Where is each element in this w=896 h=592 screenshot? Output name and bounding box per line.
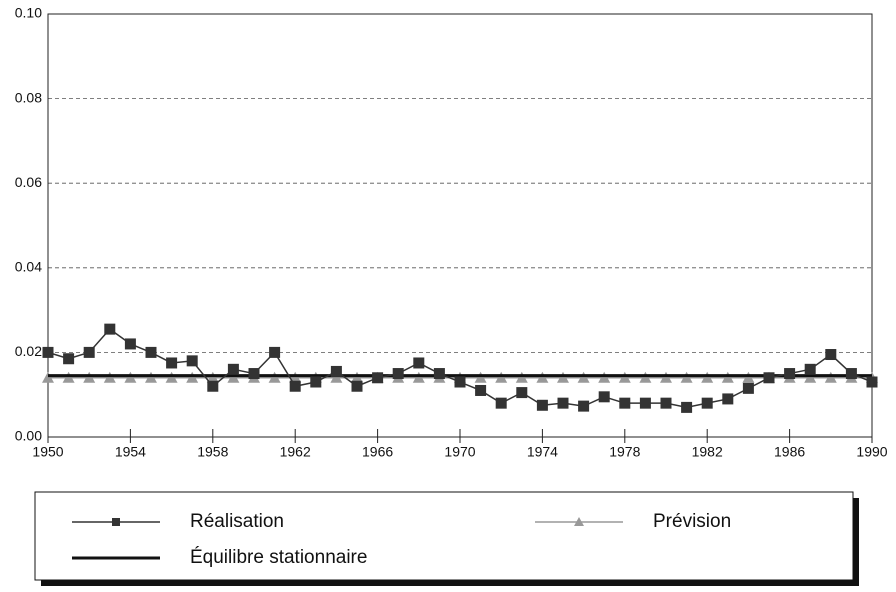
point bbox=[804, 363, 816, 375]
point bbox=[186, 355, 198, 367]
legend-box bbox=[34, 491, 854, 581]
point bbox=[372, 372, 384, 384]
point bbox=[351, 371, 363, 383]
x-tick-label: 1958 bbox=[197, 444, 228, 460]
point bbox=[392, 368, 404, 380]
point bbox=[804, 371, 817, 383]
point bbox=[742, 371, 755, 383]
point bbox=[557, 371, 569, 383]
legend-marker bbox=[112, 518, 120, 526]
point bbox=[742, 382, 754, 394]
point bbox=[104, 323, 116, 335]
point bbox=[660, 397, 672, 409]
point bbox=[536, 371, 549, 383]
point bbox=[165, 371, 178, 383]
point bbox=[186, 371, 199, 383]
point bbox=[660, 371, 672, 383]
point bbox=[330, 371, 343, 383]
point bbox=[680, 371, 693, 383]
point bbox=[515, 371, 528, 383]
point bbox=[330, 365, 342, 377]
point bbox=[269, 346, 281, 358]
point bbox=[701, 371, 714, 383]
point bbox=[412, 371, 425, 383]
legend-label: Réalisation bbox=[190, 511, 284, 532]
point bbox=[721, 371, 734, 383]
point bbox=[495, 371, 508, 383]
point bbox=[495, 397, 507, 409]
point bbox=[824, 371, 837, 383]
legend-marker bbox=[574, 517, 584, 526]
y-tick-label: 0.02 bbox=[15, 343, 42, 359]
point bbox=[639, 397, 651, 409]
point bbox=[722, 393, 734, 405]
point bbox=[83, 371, 96, 383]
y-tick-label: 0.04 bbox=[15, 259, 42, 275]
y-tick-label: 0.08 bbox=[15, 89, 42, 105]
legend-label: Équilibre stationnaire bbox=[190, 547, 367, 568]
point bbox=[681, 401, 693, 413]
point bbox=[845, 368, 857, 380]
point bbox=[475, 384, 487, 396]
point bbox=[413, 357, 425, 369]
point bbox=[145, 346, 157, 358]
y-tick-label: 0.10 bbox=[15, 5, 42, 21]
x-tick-label: 1982 bbox=[692, 444, 723, 460]
point bbox=[289, 380, 301, 392]
point bbox=[248, 368, 260, 380]
point bbox=[577, 371, 590, 383]
point bbox=[124, 371, 137, 383]
point bbox=[145, 371, 157, 383]
point bbox=[474, 371, 487, 383]
point bbox=[227, 363, 239, 375]
point bbox=[825, 349, 837, 361]
point bbox=[83, 346, 95, 358]
point bbox=[42, 371, 54, 383]
point bbox=[433, 368, 445, 380]
point bbox=[207, 380, 219, 392]
x-tick-label: 1986 bbox=[774, 444, 805, 460]
y-tick-label: 0.06 bbox=[15, 174, 42, 190]
point bbox=[124, 338, 136, 350]
point bbox=[784, 368, 796, 380]
point bbox=[866, 376, 878, 388]
point bbox=[454, 376, 466, 388]
x-tick-label: 1950 bbox=[32, 444, 63, 460]
point bbox=[639, 371, 652, 383]
point bbox=[103, 371, 116, 383]
point bbox=[763, 372, 775, 384]
point bbox=[619, 397, 631, 409]
point bbox=[598, 371, 611, 383]
x-tick-label: 1966 bbox=[362, 444, 393, 460]
point bbox=[618, 371, 631, 383]
point bbox=[351, 380, 363, 392]
point bbox=[227, 371, 240, 383]
point bbox=[63, 353, 75, 365]
x-tick-label: 1978 bbox=[609, 444, 640, 460]
point bbox=[516, 387, 528, 399]
x-tick-label: 1962 bbox=[280, 444, 311, 460]
x-tick-label: 1974 bbox=[527, 444, 558, 460]
point bbox=[598, 391, 610, 403]
x-tick-label: 1954 bbox=[115, 444, 146, 460]
point bbox=[206, 371, 219, 383]
point bbox=[578, 400, 590, 412]
point bbox=[268, 371, 281, 383]
point bbox=[701, 397, 713, 409]
point bbox=[557, 397, 569, 409]
point bbox=[166, 357, 178, 369]
y-tick-label: 0.00 bbox=[15, 428, 42, 444]
x-tick-label: 1990 bbox=[856, 444, 887, 460]
legend-label: Prévision bbox=[653, 511, 731, 532]
point bbox=[536, 399, 548, 411]
point bbox=[62, 371, 75, 383]
point bbox=[42, 346, 54, 358]
point bbox=[310, 376, 322, 388]
x-tick-label: 1970 bbox=[444, 444, 475, 460]
